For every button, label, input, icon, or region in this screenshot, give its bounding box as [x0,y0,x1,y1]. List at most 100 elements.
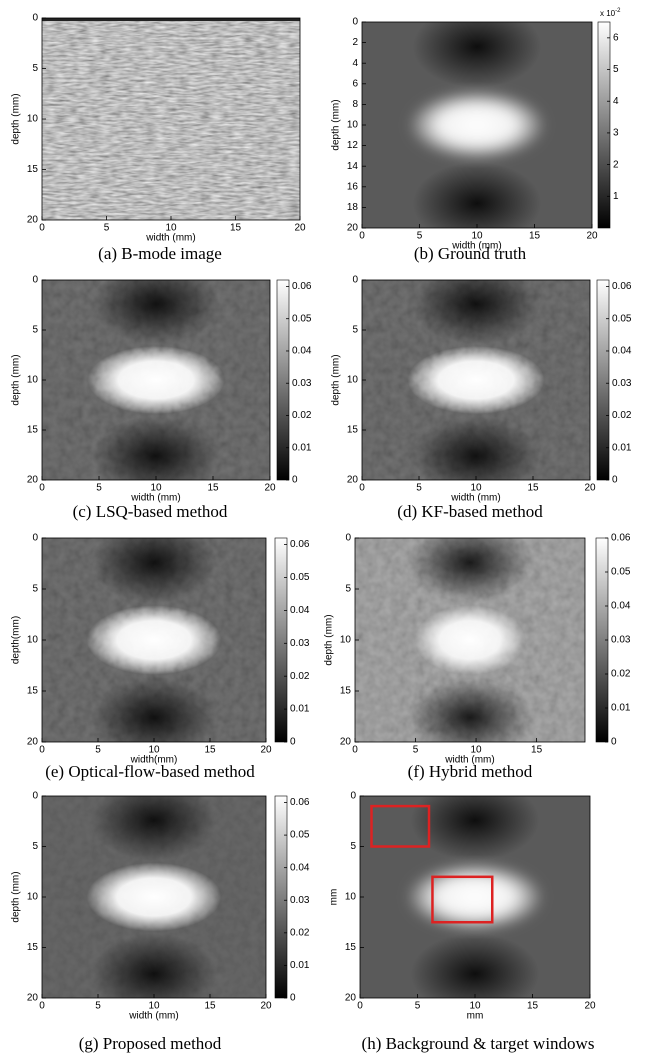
colorbar [274,795,288,999]
y-tick-label: 10 [347,120,359,131]
x-axis-label: width (mm) [130,493,180,504]
colorbar [274,537,288,743]
colorbar-tick-label: 0.02 [612,410,632,421]
y-tick-label: 10 [345,892,357,903]
x-tick-label: 10 [470,745,482,756]
colorbar-multiplier: x 10-2 [600,8,621,19]
x-axis-label: width(mm) [130,755,178,766]
y-tick-label: 5 [352,325,358,336]
colorbar-tick-label: 0.06 [611,533,631,544]
y-axis-label: depth (mm) [11,871,22,922]
noise [362,280,590,480]
colorbar-tick-label: 2 [613,159,619,170]
y-tick-label: 18 [347,202,359,213]
colorbar-tick-label: 0.06 [290,539,310,550]
y-tick-label: 20 [340,737,352,748]
x-axis-label: width (mm) [451,241,501,252]
x-tick-label: 0 [359,231,365,242]
x-tick-label: 20 [264,483,276,494]
x-tick-label: 15 [204,745,216,756]
image-panel [42,280,270,480]
caption: (a) B-mode image [98,244,222,263]
colorbar-tick-label: 0.03 [611,635,631,646]
y-tick-label: 0 [32,13,38,24]
y-tick-label: 0 [350,791,356,802]
y-tick-label: 15 [340,686,352,697]
x-tick-label: 20 [260,1001,272,1012]
y-tick-label: 20 [27,215,39,226]
image-panel [362,280,590,480]
y-tick-label: 0 [32,275,38,286]
colorbar-tick-label: 0.01 [612,442,632,453]
colorbar-tick-label: 5 [613,64,619,75]
y-tick-label: 8 [352,99,358,110]
x-tick-label: 20 [584,483,596,494]
y-tick-label: 5 [350,841,356,852]
y-tick-label: 10 [340,635,352,646]
image-panel [42,538,266,742]
x-tick-label: 10 [148,745,160,756]
y-tick-label: 20 [345,993,357,1004]
colorbar-tick-label: 0.04 [612,346,632,357]
noise [42,538,266,742]
colorbar-tick-label: 0.03 [612,378,632,389]
x-tick-label: 15 [529,231,541,242]
dark-bottom [410,933,540,998]
x-tick-label: 20 [260,745,272,756]
top-band [42,18,300,21]
y-tick-label: 10 [347,375,359,386]
caption: (f) Hybrid method [408,762,533,781]
colorbar-tick-label: 0.06 [612,281,632,292]
x-tick-label: 0 [359,483,365,494]
y-tick-label: 20 [27,993,39,1004]
y-tick-label: 5 [32,584,38,595]
y-tick-label: 0 [32,791,38,802]
y-tick-label: 15 [345,942,357,953]
y-tick-label: 0 [352,275,358,286]
colorbar-tick-label: 0.02 [290,927,310,938]
colorbar-tick-label: 0.01 [290,960,310,971]
x-tick-label: 5 [416,483,422,494]
image-panel [360,796,590,998]
x-tick-label: 10 [165,223,177,234]
y-tick-label: 4 [352,58,358,69]
image-panel [355,538,585,742]
y-tick-label: 10 [27,375,39,386]
noise [355,538,585,742]
colorbar-tick-label: 0.03 [290,895,310,906]
x-tick-label: 5 [95,1001,101,1012]
y-tick-label: 12 [347,140,359,151]
x-tick-label: 10 [471,231,483,242]
x-axis-label: width (mm) [450,493,500,504]
inclusion [406,862,544,932]
noise [42,796,266,998]
caption: (g) Proposed method [79,1034,222,1053]
x-tick-label: 10 [148,1001,160,1012]
colorbar-tick-label: 0.06 [290,797,310,808]
y-tick-label: 15 [27,942,39,953]
y-tick-label: 20 [347,475,359,486]
y-tick-label: 10 [27,635,39,646]
x-tick-label: 5 [95,745,101,756]
colorbar-tick-label: 0.04 [290,605,310,616]
x-tick-label: 15 [230,223,242,234]
x-tick-label: 15 [527,483,539,494]
colorbar [276,279,290,481]
x-tick-label: 0 [357,1001,363,1012]
x-tick-label: 5 [104,223,110,234]
x-axis-label: width (mm) [145,233,195,244]
x-tick-label: 15 [204,1001,216,1012]
colorbar-tick-label: 0 [611,737,617,748]
colorbar-tick-label: 0.04 [611,601,631,612]
y-axis-label: depth (mm) [331,354,342,405]
x-tick-label: 5 [415,1001,421,1012]
